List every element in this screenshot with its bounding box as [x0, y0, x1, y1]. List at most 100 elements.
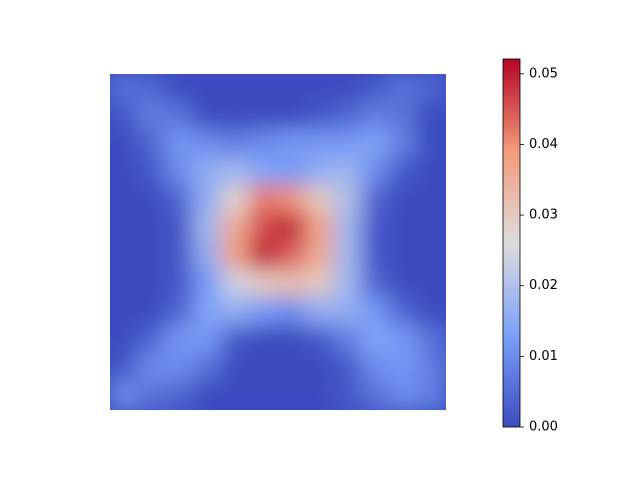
- heatmap-cell: [221, 269, 251, 299]
- heatmap-cell: [137, 241, 167, 271]
- heatmap-cell: [249, 241, 279, 271]
- heatmap-cell: [417, 185, 446, 215]
- heatmap-cell: [361, 297, 391, 327]
- heatmap-cell: [305, 213, 335, 243]
- colorbar-tick-label: 0.00: [529, 420, 558, 435]
- heatmap-cell: [333, 101, 363, 131]
- heatmap-cell: [193, 325, 223, 355]
- colorbar-tick-label: 0.01: [529, 349, 558, 364]
- heatmap-cell: [389, 269, 419, 299]
- heatmap-cell: [277, 185, 307, 215]
- heatmap-cell: [305, 129, 335, 159]
- heatmap-cell: [193, 353, 223, 383]
- heatmap-cell: [165, 325, 195, 355]
- heatmap-cell: [417, 381, 446, 410]
- heatmap-cell: [417, 241, 446, 271]
- heatmap-cell: [361, 353, 391, 383]
- heatmap-cell: [221, 353, 251, 383]
- colorbar-tick-label: 0.05: [529, 66, 558, 81]
- heatmap-cell: [165, 101, 195, 131]
- heatmap-cell: [110, 213, 139, 243]
- heatmap-cell: [417, 325, 446, 355]
- heatmap-cell: [165, 157, 195, 187]
- heatmap-cell: [110, 269, 139, 299]
- heatmap-cell: [249, 297, 279, 327]
- heatmap-cell: [333, 74, 363, 103]
- heatmap-cell: [417, 129, 446, 159]
- heatmap-cell: [193, 129, 223, 159]
- heatmap-cell: [333, 325, 363, 355]
- heatmap-cell: [110, 101, 139, 131]
- heatmap-cell: [277, 129, 307, 159]
- heatmap-cell: [221, 157, 251, 187]
- heatmap-cell: [333, 213, 363, 243]
- heatmap-cell: [277, 353, 307, 383]
- colorbar-tick-label: 0.02: [529, 278, 558, 293]
- heatmap-cell: [165, 269, 195, 299]
- heatmap-cell: [137, 157, 167, 187]
- heatmap-cell: [417, 101, 446, 131]
- heatmap-cell: [137, 101, 167, 131]
- heatmap-cell: [361, 185, 391, 215]
- heatmap-cell: [249, 129, 279, 159]
- heatmap-cell: [137, 325, 167, 355]
- heatmap-cell: [333, 129, 363, 159]
- heatmap-cell: [193, 157, 223, 187]
- heatmap-cell: [193, 381, 223, 410]
- heatmap-cell: [333, 241, 363, 271]
- heatmap-cell: [305, 157, 335, 187]
- heatmap-cell: [165, 213, 195, 243]
- heatmap-cell: [110, 325, 139, 355]
- heatmap-cell: [305, 269, 335, 299]
- heatmap-cell: [389, 297, 419, 327]
- heatmap-cell: [249, 101, 279, 131]
- heatmap-cell: [305, 185, 335, 215]
- heatmap-cell: [389, 241, 419, 271]
- heatmap-cell: [193, 269, 223, 299]
- colorbar-tick-label: 0.04: [529, 137, 558, 152]
- heatmap-cell: [137, 74, 167, 103]
- heatmap-cell: [137, 353, 167, 383]
- heatmap: [110, 74, 446, 410]
- heatmap-cell: [110, 74, 139, 103]
- heatmap-cell: [389, 129, 419, 159]
- heatmap-cell: [361, 74, 391, 103]
- heatmap-cell: [389, 157, 419, 187]
- heatmap-cell: [193, 297, 223, 327]
- heatmap-cell: [165, 297, 195, 327]
- heatmap-cell: [110, 381, 139, 410]
- heatmap-cell: [277, 74, 307, 103]
- heatmap-cell: [137, 381, 167, 410]
- heatmap-cell: [389, 185, 419, 215]
- colorbar-tick-label: 0.03: [529, 208, 558, 223]
- heatmap-cell: [417, 297, 446, 327]
- heatmap-cell: [277, 241, 307, 271]
- heatmap-cell: [193, 213, 223, 243]
- colorbar: [502, 58, 521, 428]
- heatmap-cell: [417, 269, 446, 299]
- heatmap-cell: [221, 129, 251, 159]
- heatmap-cell: [221, 101, 251, 131]
- heatmap-cell: [221, 185, 251, 215]
- heatmap-cell: [361, 269, 391, 299]
- heatmap-cell: [165, 241, 195, 271]
- heatmap-cell: [165, 74, 195, 103]
- heatmap-cell: [305, 353, 335, 383]
- heatmap-cell: [389, 325, 419, 355]
- heatmap-cell: [221, 325, 251, 355]
- heatmap-cell: [277, 297, 307, 327]
- heatmap-cell: [361, 129, 391, 159]
- heatmap-cell: [249, 213, 279, 243]
- heatmap-cell: [277, 381, 307, 410]
- heatmap-cell: [110, 129, 139, 159]
- heatmap-cell: [249, 269, 279, 299]
- heatmap-cell: [305, 101, 335, 131]
- heatmap-cell: [389, 353, 419, 383]
- heatmap-cell: [305, 381, 335, 410]
- heatmap-cell: [417, 213, 446, 243]
- heatmap-cell: [221, 241, 251, 271]
- heatmap-cell: [137, 213, 167, 243]
- heatmap-cell: [137, 129, 167, 159]
- heatmap-cell: [417, 74, 446, 103]
- heatmap-cell: [333, 269, 363, 299]
